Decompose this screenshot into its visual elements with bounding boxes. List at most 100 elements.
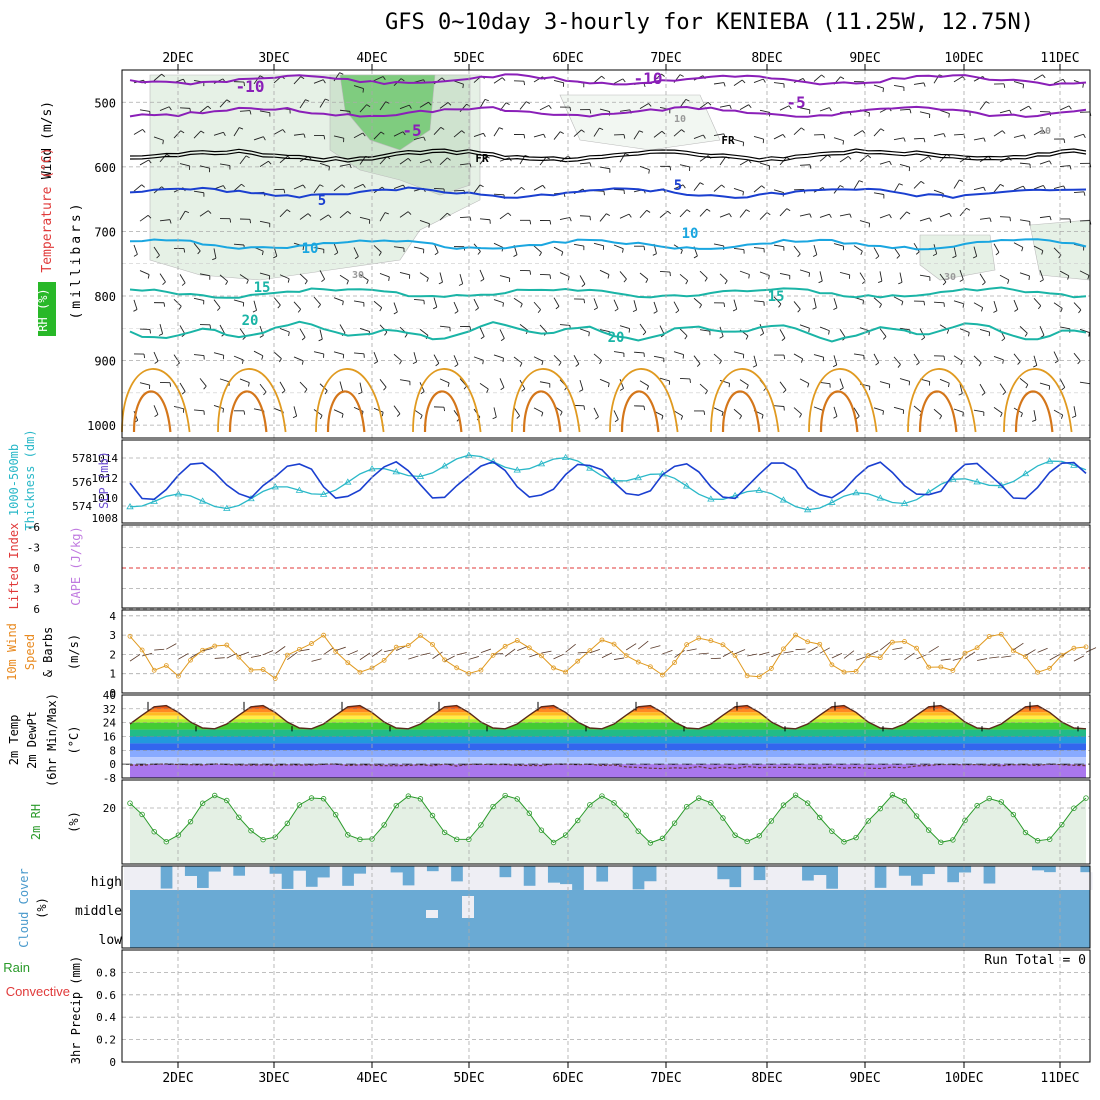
wind-barb-flag [923, 82, 926, 87]
wind-barb [601, 652, 613, 659]
wind-barb-flag [408, 104, 412, 109]
wind-barb-flag [939, 415, 943, 420]
wind-barb [219, 163, 230, 166]
wind-barb [279, 274, 290, 280]
cloud-high-gap [353, 873, 367, 890]
wind-barb-flag [479, 184, 484, 188]
wind-barb [653, 73, 662, 82]
wind-barb-flag [523, 81, 525, 86]
wind-barb-flag [800, 358, 804, 363]
wind-barb [239, 378, 250, 383]
wind-barb-flag [399, 360, 402, 365]
wind-barb-flag [808, 272, 811, 277]
wind-barb-flag [301, 360, 304, 365]
cloud-high-gap [620, 866, 633, 890]
wind-barb [593, 353, 602, 361]
wind-barb [533, 407, 544, 413]
cloud-high-gap [680, 866, 694, 890]
wind-barb [513, 186, 522, 195]
wind-barb [1013, 185, 1024, 191]
cloud-high-gap [850, 866, 863, 890]
wind-barb-flag [966, 207, 971, 211]
wind-barb-flag [143, 354, 146, 359]
y-axis-label: Convective [6, 984, 70, 999]
isotherm--10 [129, 73, 1087, 87]
wind-barb [939, 109, 950, 115]
wind-barb [613, 244, 624, 250]
wind-barb-flag [915, 251, 920, 255]
wind-barb [541, 650, 552, 654]
wind-barb-flag [646, 385, 649, 390]
wind-barb [913, 137, 925, 140]
wind-barb [533, 184, 543, 191]
wind-barb-flag [983, 137, 986, 142]
precip-tick: 0.6 [96, 989, 116, 1002]
wind-barb-flag [402, 131, 406, 136]
wind-barb-flag [705, 390, 708, 395]
wind-barb-flag [745, 209, 750, 213]
wind-barb [679, 209, 688, 218]
y-axis-label: Wind (m/s) [40, 101, 55, 179]
wind-barb-flag [1042, 129, 1046, 134]
wind-barb [734, 649, 746, 655]
wind-barb [959, 269, 964, 280]
wind-barb-flag [762, 78, 766, 83]
wind-barb-flag [447, 102, 452, 106]
wind-barb [373, 76, 384, 82]
wind-barb-flag [981, 392, 986, 396]
wind-speed-point [974, 645, 980, 651]
wind-speed-point [502, 643, 508, 649]
wind-barb-flag [223, 132, 226, 137]
cloud-high-gap [813, 875, 827, 890]
wind-barb [323, 647, 334, 655]
wind-barb [1033, 185, 1044, 190]
wind-barb-flag [407, 211, 412, 215]
wind-barb-flag [675, 310, 680, 314]
cloud-high-gap [305, 886, 319, 890]
wind-barb-flag [366, 104, 371, 108]
wind-barb [159, 324, 164, 334]
cloud-high-gap [402, 885, 415, 890]
wind-barb [480, 648, 492, 653]
wind-barb-flag [680, 415, 684, 420]
top-day-label: 9DEC [849, 51, 880, 66]
wind-barb-flag [948, 113, 950, 118]
temp-tick: 8 [109, 744, 116, 757]
wind-barb [859, 272, 866, 282]
bl-temperature-contour [1014, 390, 1054, 433]
wind-barb-flag [341, 413, 344, 418]
wind-barb-flag [788, 105, 792, 110]
wind-barb-flag [1001, 337, 1006, 342]
wind-barb-flag [541, 412, 544, 417]
wind-barb [599, 378, 610, 384]
wind-barb-flag [686, 209, 691, 213]
wind-barb-flag [589, 162, 592, 167]
wind-barb [1079, 328, 1090, 334]
wind-barb [773, 296, 782, 305]
contour-label: FR [721, 134, 735, 147]
wind-barb-flag [595, 416, 599, 420]
y-axis-label: 2m Temp [7, 715, 21, 766]
wind-barb [339, 381, 344, 392]
wind-barb [739, 270, 750, 275]
wind-speed-point [163, 663, 169, 669]
temp-band [130, 743, 1086, 751]
wind-barb [793, 353, 803, 360]
wind-barb-flag [868, 112, 870, 117]
wind-barb [779, 272, 790, 276]
wind-barb [699, 383, 708, 392]
wind-barb-flag [529, 220, 532, 225]
cloud-high-gap [414, 866, 427, 890]
cloud-high-gap [1031, 870, 1045, 890]
wind-barb [299, 213, 309, 220]
wind-barb-flag [699, 182, 704, 185]
wind-barb-flag [581, 283, 586, 288]
wind-barb-flag [579, 389, 584, 392]
wind-barb [699, 270, 708, 279]
precip-tick: 0.4 [96, 1011, 116, 1024]
cloud-high-gap [777, 866, 790, 890]
wind-barb [1013, 134, 1024, 138]
wind-barb-flag [154, 360, 159, 364]
cloud-high-gap [995, 866, 1008, 890]
wind-barb-flag [141, 184, 146, 188]
